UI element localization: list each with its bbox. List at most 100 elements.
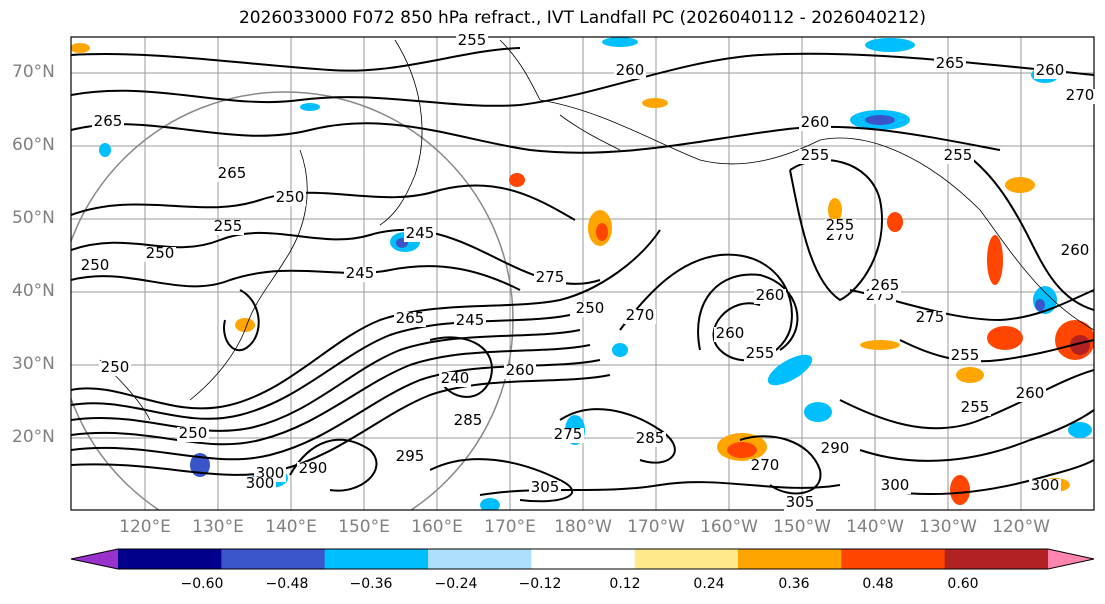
map-plot: 2552602652652652602552502502452452502402…: [70, 31, 1096, 511]
colorbar-segment: [841, 549, 946, 569]
colorbar-extend-low: [71, 549, 118, 569]
contour-label: 285: [636, 429, 665, 447]
contour-label-bg: [749, 459, 781, 474]
colorbar-segment: [324, 549, 429, 569]
contour-label: 250: [576, 299, 605, 317]
colorbar-tick: −0.60: [180, 576, 224, 592]
lat-label-60n: 60°N: [12, 135, 55, 155]
contour-label: 260: [506, 361, 535, 379]
colorbar-tick: 0.48: [862, 576, 894, 592]
colorbar-tick: 0.12: [609, 576, 641, 592]
contour-label-bg: [529, 481, 561, 496]
contour-label-bg: [949, 349, 981, 364]
colorbar-segment: [531, 549, 636, 569]
lon-label-130w: 130°W: [919, 517, 977, 537]
contour-label-bg: [784, 496, 816, 511]
contour-label-bg: [394, 450, 426, 465]
contour-label-bg: [454, 314, 486, 329]
lat-label-70n: 70°N: [12, 62, 55, 82]
lon-label-130e: 130°E: [192, 517, 244, 537]
map-title: 2026033000 F072 850 hPa refract., IVT La…: [238, 8, 926, 28]
contour-label: 305: [531, 478, 560, 496]
contour-label: 245: [346, 264, 375, 282]
contour-label-bg: [394, 312, 426, 327]
contour-label: 260: [801, 113, 830, 131]
contour-label-bg: [79, 259, 111, 274]
contour-label: 255: [214, 217, 243, 235]
colorbar-tick: −0.36: [349, 576, 393, 592]
colorbar-segment: [221, 549, 326, 569]
contour-label: 255: [961, 398, 990, 416]
colorbar-segment: [634, 549, 739, 569]
contour-label: 250: [276, 188, 305, 206]
contour-label: 255: [826, 216, 855, 234]
lon-label-180w: 180°W: [554, 517, 612, 537]
contour-label-bg: [297, 462, 329, 477]
contour-label-bg: [1034, 64, 1066, 79]
contour-label-bg: [504, 364, 536, 379]
contour-label-bg: [534, 271, 566, 286]
contour-label: 275: [536, 268, 565, 286]
lon-label-150e: 150°E: [338, 517, 390, 537]
contour-label: 295: [396, 447, 425, 465]
contour-label-bg: [92, 115, 124, 130]
lon-label-170w: 170°W: [627, 517, 685, 537]
contour-label: 255: [746, 344, 775, 362]
contour-label: 260: [616, 61, 645, 79]
contour-label: 255: [801, 146, 830, 164]
contour-label: 245: [406, 224, 435, 242]
contour-label-bg: [634, 432, 666, 447]
map-frame: [70, 36, 1095, 511]
contour-label: 245: [456, 311, 485, 329]
lon-label-160e: 160°E: [411, 517, 463, 537]
contour-label-bg: [1059, 244, 1091, 259]
lon-label-140w: 140°W: [846, 517, 904, 537]
colorbar-segment: [944, 549, 1049, 569]
contour-label-bg: [714, 327, 746, 342]
colorbar-segment: [428, 549, 532, 569]
contour-label-bg: [244, 477, 276, 492]
contour-label-bg: [934, 57, 966, 72]
contour-label-bg: [177, 427, 209, 442]
contour-label: 260: [1016, 384, 1045, 402]
contour-label: 265: [936, 54, 965, 72]
contour-label-bg: [799, 116, 831, 131]
contour-label-bg: [614, 64, 646, 79]
contour-label: 250: [101, 358, 130, 376]
contours: [71, 47, 1094, 503]
contour-label: 270: [626, 306, 655, 324]
contour-label-bg: [942, 149, 974, 164]
contour-label-bg: [452, 414, 484, 429]
lon-label-160w: 160°W: [700, 517, 758, 537]
colorbar-tick: 0.24: [693, 576, 725, 592]
contour-label: 290: [821, 439, 850, 457]
contour-label: 275: [916, 308, 945, 326]
contour-label-bg: [914, 311, 946, 326]
contour-label-bg: [799, 149, 831, 164]
contour-label-bg: [212, 220, 244, 235]
contour-labels: 2552602652652652602552502502452452502402…: [79, 31, 1096, 511]
contour-label-bg: [144, 247, 176, 262]
contour-label: 265: [871, 276, 900, 294]
colorbar-tick: 0.60: [947, 576, 979, 592]
colorbar-tick: −0.48: [265, 576, 309, 592]
contour-label-bg: [624, 309, 656, 324]
contour-label: 300: [246, 474, 275, 492]
contour-label: 255: [951, 346, 980, 364]
contour-label-bg: [1014, 387, 1046, 402]
colorbar-tick: −0.12: [518, 576, 562, 592]
contour-label: 265: [396, 309, 425, 327]
contour-label: 270: [751, 456, 780, 474]
colorbar: [70, 548, 1095, 570]
contour-label: 250: [81, 256, 110, 274]
colorbar-segment: [738, 549, 842, 569]
contour-label: 275: [554, 425, 583, 443]
lon-label-140e: 140°E: [265, 517, 317, 537]
colorbar-tick: 0.36: [778, 576, 810, 592]
lat-label-40n: 40°N: [12, 281, 55, 301]
lon-label-170e: 170°E: [484, 517, 536, 537]
colorbar-segment: [118, 549, 222, 569]
contour-label-bg: [404, 227, 436, 242]
lat-label-20n: 20°N: [12, 427, 55, 447]
contour-label-bg: [1029, 479, 1061, 494]
